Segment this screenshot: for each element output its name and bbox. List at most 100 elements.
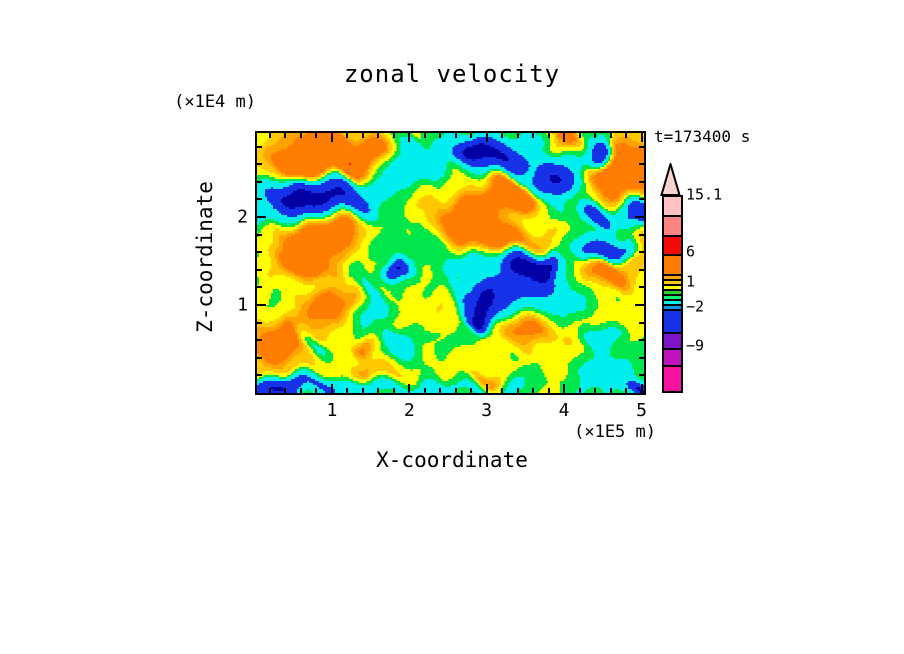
x-axis-tick-bottom-mirror [393, 133, 395, 138]
z-axis-tick-right-mirror [639, 146, 644, 148]
x-axis-tick-bottom-mirror [610, 133, 612, 138]
colorbar-tick-label: −9 [686, 336, 705, 355]
x-axis-tick-bottom-mirror [455, 133, 457, 138]
x-axis-tick-bottom-mirror [579, 133, 581, 138]
colorbar-tick-label: −2 [686, 297, 705, 316]
x-axis-tick-bottom-mirror [563, 133, 565, 142]
z-axis-tick-right-mirror [639, 374, 644, 376]
x-axis-title: X-coordinate [376, 448, 528, 472]
x-axis-tick [486, 384, 488, 393]
z-axis-tick-right-mirror [639, 181, 644, 183]
x-axis-tick [424, 388, 426, 393]
z-axis-tick-right-mirror [639, 198, 644, 200]
x-axis-tick-bottom-mirror [594, 133, 596, 138]
z-axis-tick [257, 269, 262, 271]
x-axis-tick-bottom-mirror [269, 133, 271, 138]
x-axis-tick [377, 388, 379, 393]
x-axis-tick [284, 388, 286, 393]
x-axis-tick [594, 388, 596, 393]
colorbar-segment [664, 289, 681, 294]
z-axis-tick-right-mirror [639, 286, 644, 288]
x-axis-unit-label: (×1E5 m) [574, 422, 656, 442]
z-axis-tick [257, 286, 262, 288]
chart-title: zonal velocity [343, 60, 561, 88]
x-axis-tick [532, 388, 534, 393]
x-axis-tick-bottom-mirror [331, 133, 333, 142]
z-axis-tick-right-mirror [639, 234, 644, 236]
z-axis-tick-right-mirror [639, 357, 644, 359]
colorbar-segment [664, 197, 681, 215]
colorbar-segment [664, 332, 681, 348]
x-axis-tick [455, 388, 457, 393]
x-axis-tick-bottom-mirror [300, 133, 302, 138]
colorbar-segment [664, 235, 681, 254]
x-axis-tick-bottom-mirror [362, 133, 364, 138]
colorbar-tick-label: 15.1 [686, 185, 723, 204]
x-axis-tick [579, 388, 581, 393]
x-axis-tick-label: 5 [636, 400, 647, 421]
z-axis-tick-right-mirror [639, 251, 644, 253]
colorbar-overflow-arrow [660, 163, 681, 196]
x-axis-tick-label: 1 [326, 400, 338, 421]
z-axis-tick [257, 181, 262, 183]
x-axis-tick [346, 388, 348, 393]
colorbar-segment [664, 299, 681, 304]
x-axis-tick [439, 388, 441, 393]
colorbar-segment [664, 294, 681, 299]
x-axis-tick [315, 388, 317, 393]
z-axis-tick-label: 1 [237, 294, 248, 316]
z-axis-tick [257, 146, 262, 148]
x-axis-tick-bottom-mirror [532, 133, 534, 138]
x-axis-tick-bottom-mirror [486, 133, 488, 142]
x-axis-tick-bottom-mirror [470, 133, 472, 138]
x-axis-tick-bottom-mirror [315, 133, 317, 138]
z-axis-tick [257, 322, 262, 324]
colorbar-tick-label: 6 [686, 242, 696, 261]
z-axis-tick-right-mirror [639, 269, 644, 271]
z-axis-tick-right-mirror [635, 304, 644, 306]
colorbar-segment [664, 284, 681, 289]
colorbar-segment [664, 304, 681, 309]
x-axis-tick [548, 388, 550, 393]
x-axis-tick [501, 388, 503, 393]
colorbar-segment [664, 254, 681, 274]
z-axis-tick-right-mirror [639, 339, 644, 341]
x-axis-tick-bottom-mirror [377, 133, 379, 138]
x-axis-tick [300, 388, 302, 393]
x-axis-tick-bottom-mirror [501, 133, 503, 138]
x-axis-tick [610, 388, 612, 393]
x-axis-tick [625, 388, 627, 393]
z-axis-tick [257, 339, 262, 341]
x-axis-tick-bottom-mirror [424, 133, 426, 138]
x-axis-tick-bottom-mirror [284, 133, 286, 138]
z-axis-tick-label: 2 [237, 206, 248, 228]
colorbar-segment [664, 274, 681, 279]
colorbar-segment [664, 348, 681, 365]
x-axis-tick-bottom-mirror [641, 133, 643, 142]
x-axis-tick-label: 4 [558, 400, 570, 421]
colorbar-segment [664, 215, 681, 235]
x-axis-tick-bottom-mirror [548, 133, 550, 138]
colorbar-segment [664, 279, 681, 284]
z-axis-tick [257, 374, 262, 376]
x-axis-tick [470, 388, 472, 393]
x-axis-tick [641, 384, 643, 393]
z-axis-tick-right-mirror [639, 322, 644, 324]
x-axis-tick-bottom-mirror [408, 133, 410, 142]
z-axis-tick [257, 251, 262, 253]
time-annotation: t=173400 s [654, 127, 751, 146]
colorbar-segment [664, 309, 681, 332]
z-axis-tick [257, 304, 266, 306]
x-axis-tick [331, 384, 333, 393]
z-axis-tick [257, 163, 262, 165]
z-axis-tick-right-mirror [639, 163, 644, 165]
colorbar [662, 195, 683, 393]
zonal-velocity-heatmap [257, 133, 644, 393]
x-axis-tick [362, 388, 364, 393]
z-axis-tick [257, 216, 266, 218]
colorbar-tick-label: 1 [686, 272, 696, 291]
x-axis-tick [563, 384, 565, 393]
x-axis-tick-label: 2 [403, 400, 415, 421]
x-axis-tick [393, 388, 395, 393]
x-axis-tick-bottom-mirror [346, 133, 348, 138]
